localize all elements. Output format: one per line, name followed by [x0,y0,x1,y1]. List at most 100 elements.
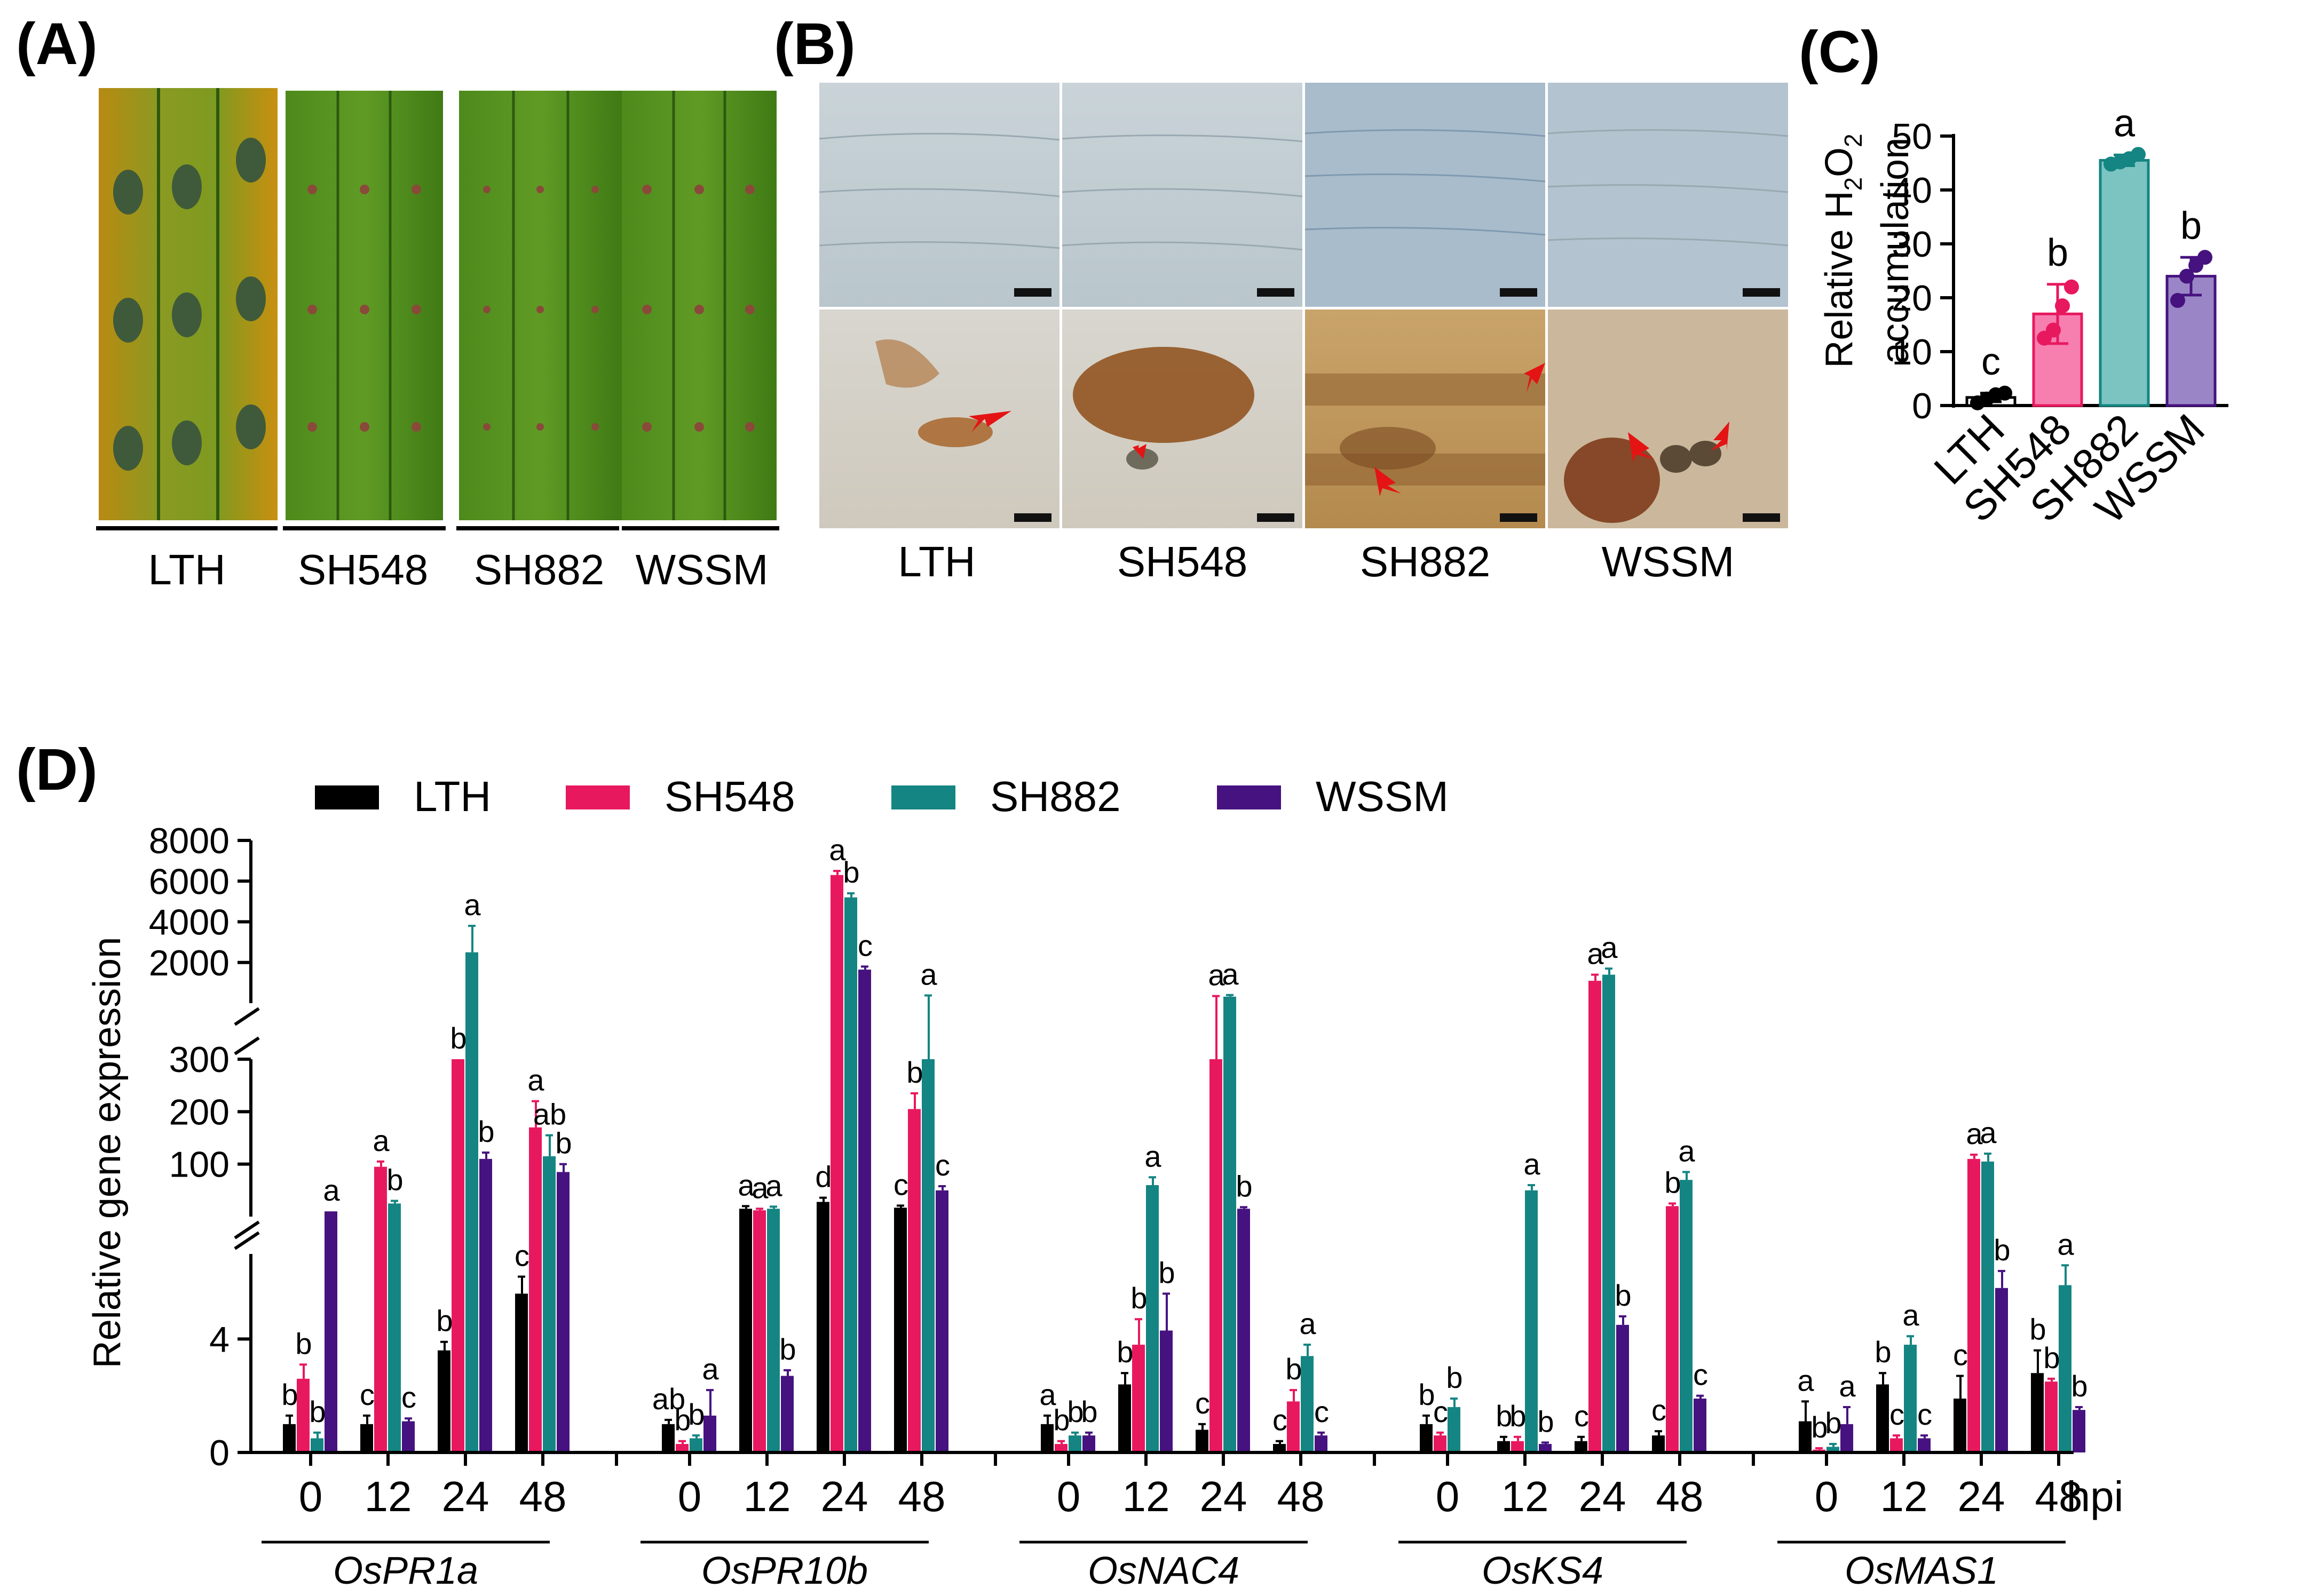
panel-d-sig-letter: c [893,1168,908,1201]
panel-d-bar-ospr1a-0h-sh548 [297,1378,310,1452]
panel-c-ylabel-sub2: 2 [1839,133,1867,147]
panel-d-bar-ospr10b-48h-sh548 [908,1109,921,1452]
legend-swatch-sh882 [891,785,955,809]
panel-d-sig-letter: a [323,1173,340,1207]
panel-d-ytick-low-label: 4 [209,1319,230,1360]
panel-d-sig-letter: c [935,1148,950,1182]
panel-d-sig-letter: b [2071,1369,2087,1403]
panel-d-sig-letter: a [1587,937,1604,971]
panel-d-sig-letter: a [1966,1117,1983,1150]
panel-d-sig-letter: b [478,1115,494,1148]
panel-c-ytick-label: 40 [1892,170,1932,211]
panel-d-sig-letter: b [1446,1361,1462,1394]
panel-d-bar-osmas1-0h-lth [1799,1421,1812,1452]
panel-d-gene-label-ospr10b: OsPR10b [701,1550,868,1592]
panel-d-gene-label-osmas1: OsMAS1 [1845,1550,1998,1592]
panel-d-bar-ospr1a-48h-sh548 [529,1127,542,1452]
panel-d-bar-osks4-0h-sh882 [1448,1407,1460,1452]
panel-d-axis-break [234,1231,260,1250]
panel-d-sig-letter: b [1236,1169,1252,1203]
panel-d-sig-letter: c [515,1239,529,1273]
panel-d-sig-letter: b [1067,1395,1084,1428]
leaf-photo-lth [99,88,278,520]
panel-b-label-lth: LTH [898,538,975,585]
panel-d-bar-osnac4-24h-lth [1196,1430,1208,1452]
panel-d-ytick-high-label: 4000 [149,902,230,943]
panel-c-ylabel-h: Relative H [1818,191,1861,368]
panel-d-bar-osnac4-48h-lth [1273,1444,1286,1452]
panel-d-bar-osks4-24h-wssm [1616,1324,1629,1452]
panel-d-bar-ospr1a-12h-sh548 [374,1166,387,1452]
panel-d-bar-ospr10b-0h-sh882 [690,1438,702,1452]
panel-d-bar-ospr1a-0h-sh882 [311,1438,323,1452]
panel-d-bar-ospr10b-24h-wssm [858,970,871,1452]
panel-d-bar-osmas1-48h-wssm [2073,1410,2085,1452]
panel-d-sig-letter: c [1693,1358,1708,1392]
panel-d-bar-osnac4-24h-sh882 [1223,996,1236,1452]
panel-a-label-sh882: SH882 [474,546,605,593]
panel-d-bar-ospr10b-24h-sh548 [831,875,843,1452]
panel-d-bar-ospr10b-0h-wssm [703,1415,716,1452]
panel-d-sig-letter: a [1039,1378,1056,1411]
panel-b-label-wssm: WSSM [1602,538,1735,585]
panel-d-bar-osnac4-48h-sh882 [1301,1356,1314,1452]
panel-d-bar-osnac4-12h-sh548 [1132,1345,1145,1452]
panel-d-xtick-label: 48 [2035,1473,2083,1520]
panel-c-ytick-label: 10 [1892,332,1932,372]
panel-d-bar-osmas1-0h-wssm [1840,1424,1853,1452]
panel-c-point [2064,279,2079,295]
panel-d-sig-letter: b [688,1398,705,1431]
panel-c-point [2131,147,2146,162]
panel-d-ylabel: Relative gene expression [86,937,129,1369]
panel-d-sig-letter: a [1222,957,1239,991]
panel-d-bar-osnac4-48h-sh548 [1287,1401,1300,1452]
panel-d-bar-osmas1-24h-lth [1954,1399,1966,1452]
panel-d-bar-osmas1-48h-lth [2031,1373,2044,1452]
panel-d-sig-letter: b [309,1395,326,1428]
panel-b-micrographs: LTH SH548 SH882 WSSM [819,83,1789,585]
panel-d-sig-letter: ab [533,1098,566,1131]
panel-d-xtick-label: 0 [1436,1473,1460,1520]
panel-d-sig-letter: b [1081,1395,1097,1428]
panel-d-bar-osmas1-12h-sh548 [1890,1438,1903,1452]
panel-d-sig-letter: b [436,1304,453,1338]
panel-c-sig-letter: c [1981,340,2000,383]
panel-d-sig-letter: a [1797,1363,1814,1397]
panel-d-xtick-label: 24 [1200,1473,1247,1520]
panel-d-bar-ospr1a-12h-wssm [402,1421,415,1452]
leaf-photo-sh548 [286,91,443,520]
panel-d-bar-osks4-12h-lth [1497,1441,1510,1452]
panel-d-bar-ospr10b-48h-lth [894,1208,907,1452]
panel-c-ytick-label: 30 [1892,224,1932,265]
panel-d-sig-letter: b [1664,1165,1681,1199]
panel-d-sig-letter: b [2029,1313,2046,1346]
panel-d-sig-letter: c [401,1380,416,1414]
panel-d-sig-letter: a [2057,1227,2074,1261]
panel-d-sig-letter: c [1314,1395,1329,1428]
panel-c-sig-letter: b [2180,204,2202,247]
panel-d-bar-osmas1-12h-sh882 [1904,1345,1917,1452]
panel-d-sig-letter: b [779,1332,796,1366]
panel-d-bar-ospr1a-48h-wssm [557,1172,570,1452]
panel-a-label-sh548: SH548 [298,546,429,593]
panel-d-sig-letter: c [1272,1403,1287,1437]
panel-d-xtick-label: 12 [744,1473,791,1520]
panel-d-bar-osks4-24h-sh548 [1588,981,1601,1452]
panel-d-sig-letter: c [1195,1386,1210,1420]
panel-d-sig-letter: a [920,958,937,991]
panel-d-sig-letter: b [843,855,859,889]
panel-d-bar-ospr10b-12h-sh548 [753,1210,766,1452]
panel-d-sig-letter: a [464,888,481,922]
micrograph-scale-bars [1014,288,1780,522]
panel-d-bar-osks4-48h-lth [1652,1435,1665,1452]
panel-b-label-sh882: SH882 [1360,538,1491,585]
panel-d-sig-letter: d [815,1160,832,1194]
panel-d-xtick-label: 48 [1277,1473,1325,1520]
panel-d-sig-letter: c [1889,1398,1904,1431]
panel-label-d: (D) [16,737,98,803]
panel-d-ytick-low-label: 0 [209,1433,230,1473]
panel-d-ytick-mid-label: 100 [169,1145,230,1185]
micrograph-bottom-sh882 [1305,309,1545,528]
panel-d-bar-ospr10b-12h-lth [739,1209,752,1452]
